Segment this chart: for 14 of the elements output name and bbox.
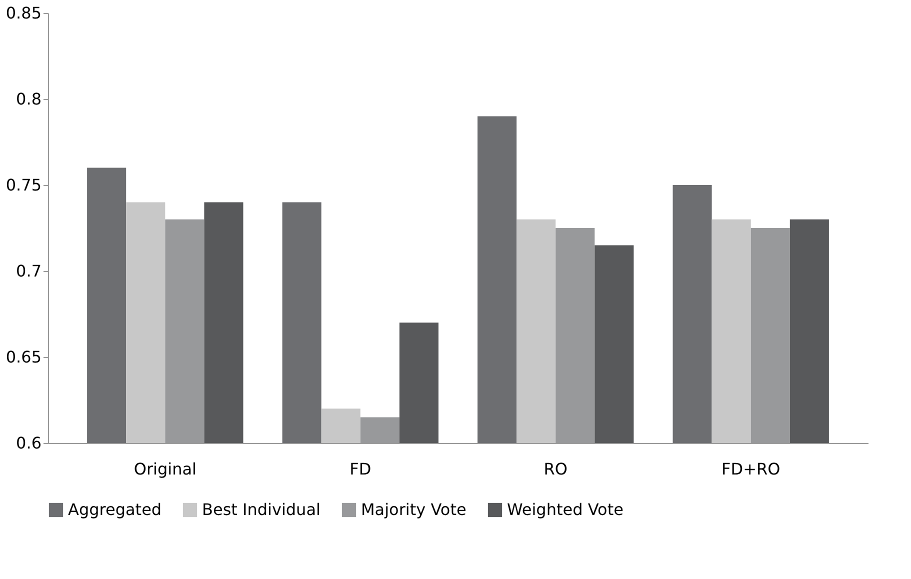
legend-label: Best Individual [202,500,320,519]
x-tick-label: RO [544,460,568,478]
y-tick-label: 0.8 [16,90,42,108]
y-tick-label: 0.85 [6,4,42,22]
x-tick-label: Original [134,460,196,478]
legend-label: Weighted Vote [507,500,624,519]
legend-label: Aggregated [68,500,162,519]
legend-label: Majority Vote [361,500,466,519]
y-tick-label: 0.75 [6,176,42,194]
y-tick-label: 0.7 [16,262,42,280]
y-tick-label: 0.6 [16,434,42,452]
x-tick-label: FD [350,460,372,478]
x-tick-label: FD+RO [722,460,780,478]
y-tick-label: 0.65 [6,348,42,366]
